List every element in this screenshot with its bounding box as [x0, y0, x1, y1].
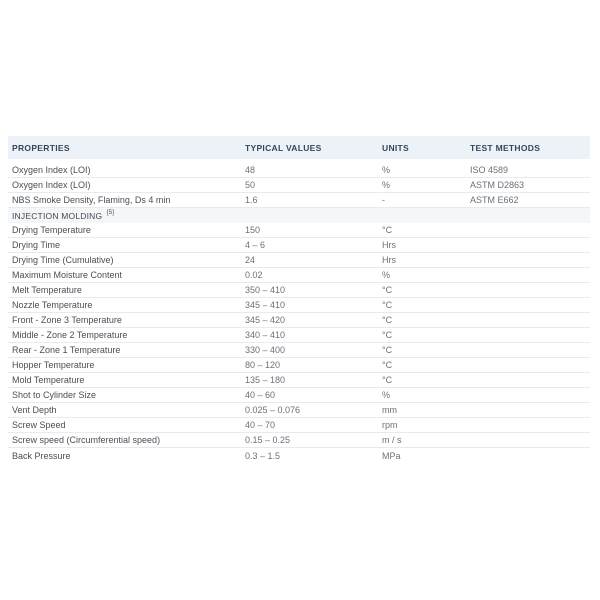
typical-value: 150 — [245, 225, 261, 235]
table-header-row: PROPERTIES TYPICAL VALUES UNITS TEST MET… — [8, 136, 590, 159]
property-name: Screw Speed — [12, 420, 66, 430]
property-name: Mold Temperature — [12, 375, 85, 385]
table-row: Screw Speed 40 – 70 rpm — [8, 418, 590, 433]
property-name: Drying Time (Cumulative) — [12, 255, 114, 265]
typical-value: 40 – 60 — [245, 390, 276, 400]
unit-value: Hrs — [382, 240, 396, 250]
unit-value: °C — [382, 330, 393, 340]
table-body: Oxygen Index (LOI) 48% ISO 4589 Oxygen Inde… — [8, 159, 590, 463]
unit-value: % — [382, 390, 391, 400]
property-name: Maximum Moisture Content — [12, 270, 123, 280]
section-row: INJECTION MOLDING [5] — [8, 208, 590, 223]
unit-value: % — [382, 165, 391, 175]
unit-value: °C — [382, 360, 393, 370]
property-name: Vent Depth — [12, 405, 57, 415]
unit-value: °C — [382, 375, 393, 385]
typical-value: 0.02 — [245, 270, 263, 280]
properties-table: PROPERTIES TYPICAL VALUES UNITS TEST MET… — [8, 136, 590, 463]
unit-value: °C — [382, 345, 393, 355]
unit-value: % — [382, 270, 391, 280]
table-row: Hopper Temperature 80 – 120 °C — [8, 358, 590, 373]
table-row: Drying Time 4 – 6 Hrs — [8, 238, 590, 253]
col-header-typical-values: TYPICAL VALUES — [245, 142, 322, 153]
property-name: Shot to Cylinder Size — [12, 390, 97, 400]
unit-value: °C — [382, 315, 393, 325]
table-row: Drying Time (Cumulative) 24 Hrs — [8, 253, 590, 268]
test-method: ISO 4589 — [470, 165, 509, 175]
property-name: Oxygen Index (LOI) — [12, 180, 91, 190]
typical-value: 0.3 – 1.5 — [245, 450, 281, 461]
unit-value: rpm — [382, 420, 398, 430]
unit-value: °C — [382, 300, 393, 310]
typical-value: 345 – 410 — [245, 300, 286, 310]
col-header-test-methods: TEST METHODS — [470, 142, 541, 153]
property-name: Melt Temperature — [12, 285, 82, 295]
property-name: Screw speed (Circumferential speed) — [12, 435, 161, 445]
section-footnote-ref: [5] — [106, 209, 115, 216]
unit-value: °C — [382, 225, 393, 235]
table-row: Mold Temperature 135 – 180 °C — [8, 373, 590, 388]
unit-value: °C — [382, 285, 393, 295]
table-row: Rear - Zone 1 Temperature 330 – 400 °C — [8, 343, 590, 358]
table-row: Back Pressure 0.3 – 1.5 MPa — [8, 448, 590, 463]
section-title: INJECTION MOLDING [5] — [12, 209, 115, 221]
table-row: NBS Smoke Density, Flaming, Ds 4 min 1.6 -… — [8, 193, 590, 208]
typical-value: 330 – 400 — [245, 345, 286, 355]
typical-value: 0.15 – 0.25 — [245, 435, 291, 445]
typical-value: 40 – 70 — [245, 420, 276, 430]
table-row: Front - Zone 3 Temperature 345 – 420 °C — [8, 313, 590, 328]
unit-value: MPa — [382, 450, 401, 461]
typical-value: 48 — [245, 165, 256, 175]
unit-value: % — [382, 180, 391, 190]
typical-value: 350 – 410 — [245, 285, 286, 295]
property-name: Drying Temperature — [12, 225, 91, 235]
table-row: Maximum Moisture Content 0.02% — [8, 268, 590, 283]
property-name: Back Pressure — [12, 450, 71, 461]
typical-value: 340 – 410 — [245, 330, 286, 340]
typical-value: 345 – 420 — [245, 315, 286, 325]
unit-value: - — [382, 195, 385, 205]
typical-value: 1.6 — [245, 195, 258, 205]
test-method: ASTM D2863 — [470, 180, 525, 190]
table-row: Shot to Cylinder Size 40 – 60% — [8, 388, 590, 403]
table-row: Nozzle Temperature 345 – 410 °C — [8, 298, 590, 313]
property-name: Oxygen Index (LOI) — [12, 165, 91, 175]
table-row: Drying Temperature 150 °C — [8, 223, 590, 238]
property-name: Nozzle Temperature — [12, 300, 93, 310]
table-row: Oxygen Index (LOI) 50% ASTM D2863 — [8, 178, 590, 193]
unit-value: Hrs — [382, 255, 396, 265]
table-row: Melt Temperature 350 – 410 °C — [8, 283, 590, 298]
unit-value: mm — [382, 405, 397, 415]
typical-value: 0.025 – 0.076 — [245, 405, 301, 415]
property-name: NBS Smoke Density, Flaming, Ds 4 min — [12, 195, 171, 205]
col-header-units: UNITS — [382, 142, 409, 153]
typical-value: 4 – 6 — [245, 240, 266, 250]
test-method: ASTM E662 — [470, 195, 519, 205]
table-row: Middle - Zone 2 Temperature 340 – 410 °C — [8, 328, 590, 343]
typical-value: 135 – 180 — [245, 375, 286, 385]
typical-value: 80 – 120 — [245, 360, 281, 370]
typical-value: 50 — [245, 180, 256, 190]
table-row: Screw speed (Circumferential speed) 0.15 … — [8, 433, 590, 448]
unit-value: m / s — [382, 435, 402, 445]
property-name: Front - Zone 3 Temperature — [12, 315, 122, 325]
property-name: Middle - Zone 2 Temperature — [12, 330, 128, 340]
typical-value: 24 — [245, 255, 256, 265]
table-row: Oxygen Index (LOI) 48% ISO 4589 — [8, 163, 590, 178]
property-name: Hopper Temperature — [12, 360, 95, 370]
col-header-properties: PROPERTIES — [12, 142, 70, 153]
property-name: Drying Time — [12, 240, 61, 250]
property-name: Rear - Zone 1 Temperature — [12, 345, 121, 355]
table-row: Vent Depth 0.025 – 0.076 mm — [8, 403, 590, 418]
